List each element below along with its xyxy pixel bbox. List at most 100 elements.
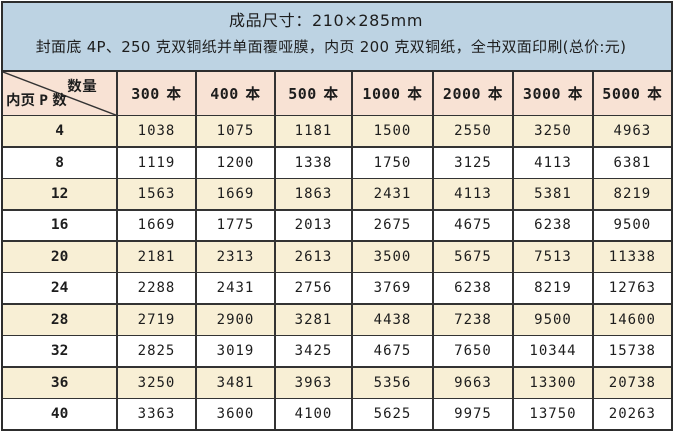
price-cell: 9663 [433,367,513,398]
price-value: 9975 [454,406,492,422]
price-value: 7650 [454,343,492,360]
price-value: 2431 [216,280,255,297]
price-cell: 3250 [117,367,196,398]
price-cell: 1775 [196,210,275,241]
price-value: 4675 [454,217,492,234]
row-label-pages: 4 [3,116,117,147]
price-value: 2719 [137,311,176,328]
price-cell: 14600 [593,304,671,335]
price-cell: 3500 [352,241,433,272]
price-value: 4100 [294,406,333,422]
price-cell: 1200 [196,147,275,178]
price-cell: 3125 [433,147,513,178]
price-cell: 4113 [513,147,593,178]
price-cell: 1038 [117,116,196,147]
price-cell: 9500 [513,304,593,335]
price-cell: 2431 [196,273,275,304]
price-value: 3600 [216,406,255,422]
column-header-2: 500 本 [275,71,352,115]
price-cell: 3019 [196,336,275,367]
price-cell: 9500 [593,210,671,241]
price-value: 12763 [608,280,656,297]
price-value: 2613 [294,248,333,265]
price-cell: 4963 [593,116,671,147]
price-value: 4113 [534,154,572,171]
price-cell: 3281 [275,304,352,335]
column-header-label: 2000 本 [442,84,504,103]
price-value: 2675 [373,217,412,234]
price-cell: 6238 [433,273,513,304]
price-value: 2825 [137,343,176,360]
column-header-3: 1000 本 [352,71,433,115]
corner-header-cell: 数量 内页 P 数 [3,71,117,115]
price-value: 2313 [216,248,255,265]
pages-value: 28 [50,311,69,328]
price-cell: 2900 [196,304,275,335]
price-cell: 2181 [117,241,196,272]
price-cell: 1863 [275,179,352,210]
column-header-label: 300 本 [131,84,182,103]
price-value: 8219 [534,280,572,297]
price-value: 2013 [294,217,333,234]
price-cell: 2431 [352,179,433,210]
row-label-pages: 20 [3,241,117,272]
column-header-1: 400 本 [196,71,275,115]
row-label-pages: 12 [3,179,117,210]
price-cell: 2675 [352,210,433,241]
price-cell: 1563 [117,179,196,210]
price-cell: 3963 [275,367,352,398]
price-cell: 4675 [352,336,433,367]
spec-banner: 成品尺寸：210×285mm 封面底 4P、250 克双铜纸并单面覆哑膜，内页 … [3,3,671,72]
price-cell: 9975 [433,399,513,429]
pages-axis-label: 内页 P 数 [6,92,67,109]
price-cell: 3363 [117,399,196,429]
price-value: 3363 [137,406,176,422]
price-value: 3500 [373,248,412,265]
price-value: 2288 [137,280,176,297]
row-label-pages: 8 [3,147,117,178]
price-value: 4963 [613,123,652,140]
price-value: 3250 [137,374,176,391]
price-cell: 1119 [117,147,196,178]
price-value: 2900 [216,311,255,328]
pages-value: 40 [50,406,69,422]
price-cell: 1181 [275,116,352,147]
row-label-pages: 28 [3,304,117,335]
price-cell: 5625 [352,399,433,429]
price-cell: 15738 [593,336,671,367]
price-cell: 7238 [433,304,513,335]
price-cell: 5356 [352,367,433,398]
row-label-pages: 16 [3,210,117,241]
price-cell: 6381 [593,147,671,178]
pages-value: 20 [50,248,69,265]
price-value: 1669 [216,186,255,203]
price-value: 3250 [534,123,572,140]
price-value: 1119 [137,154,176,171]
price-value: 15738 [608,343,656,360]
pages-value: 24 [50,280,69,297]
pages-value: 4 [55,123,64,140]
price-value: 6238 [534,217,572,234]
price-table: 数量 内页 P 数 300 本 400 本 500 本 1000 本 2000 … [3,71,671,429]
price-cell: 1338 [275,147,352,178]
price-cell: 13300 [513,367,593,398]
price-value: 20738 [608,374,656,391]
price-cell: 4675 [433,210,513,241]
row-label-pages: 40 [3,399,117,429]
price-cell: 3769 [352,273,433,304]
price-value: 9500 [613,217,652,234]
column-header-6: 5000 本 [593,71,671,115]
price-value: 7238 [454,311,492,328]
price-value: 13750 [529,406,577,422]
price-cell: 3481 [196,367,275,398]
price-cell: 12763 [593,273,671,304]
pages-value: 12 [50,186,69,203]
price-value: 11338 [608,248,656,265]
price-cell: 4438 [352,304,433,335]
price-value: 5356 [373,374,412,391]
price-value: 4113 [454,186,492,203]
price-value: 1075 [216,123,255,140]
price-cell: 20263 [593,399,671,429]
price-value: 2756 [294,280,333,297]
price-value: 6381 [613,154,652,171]
